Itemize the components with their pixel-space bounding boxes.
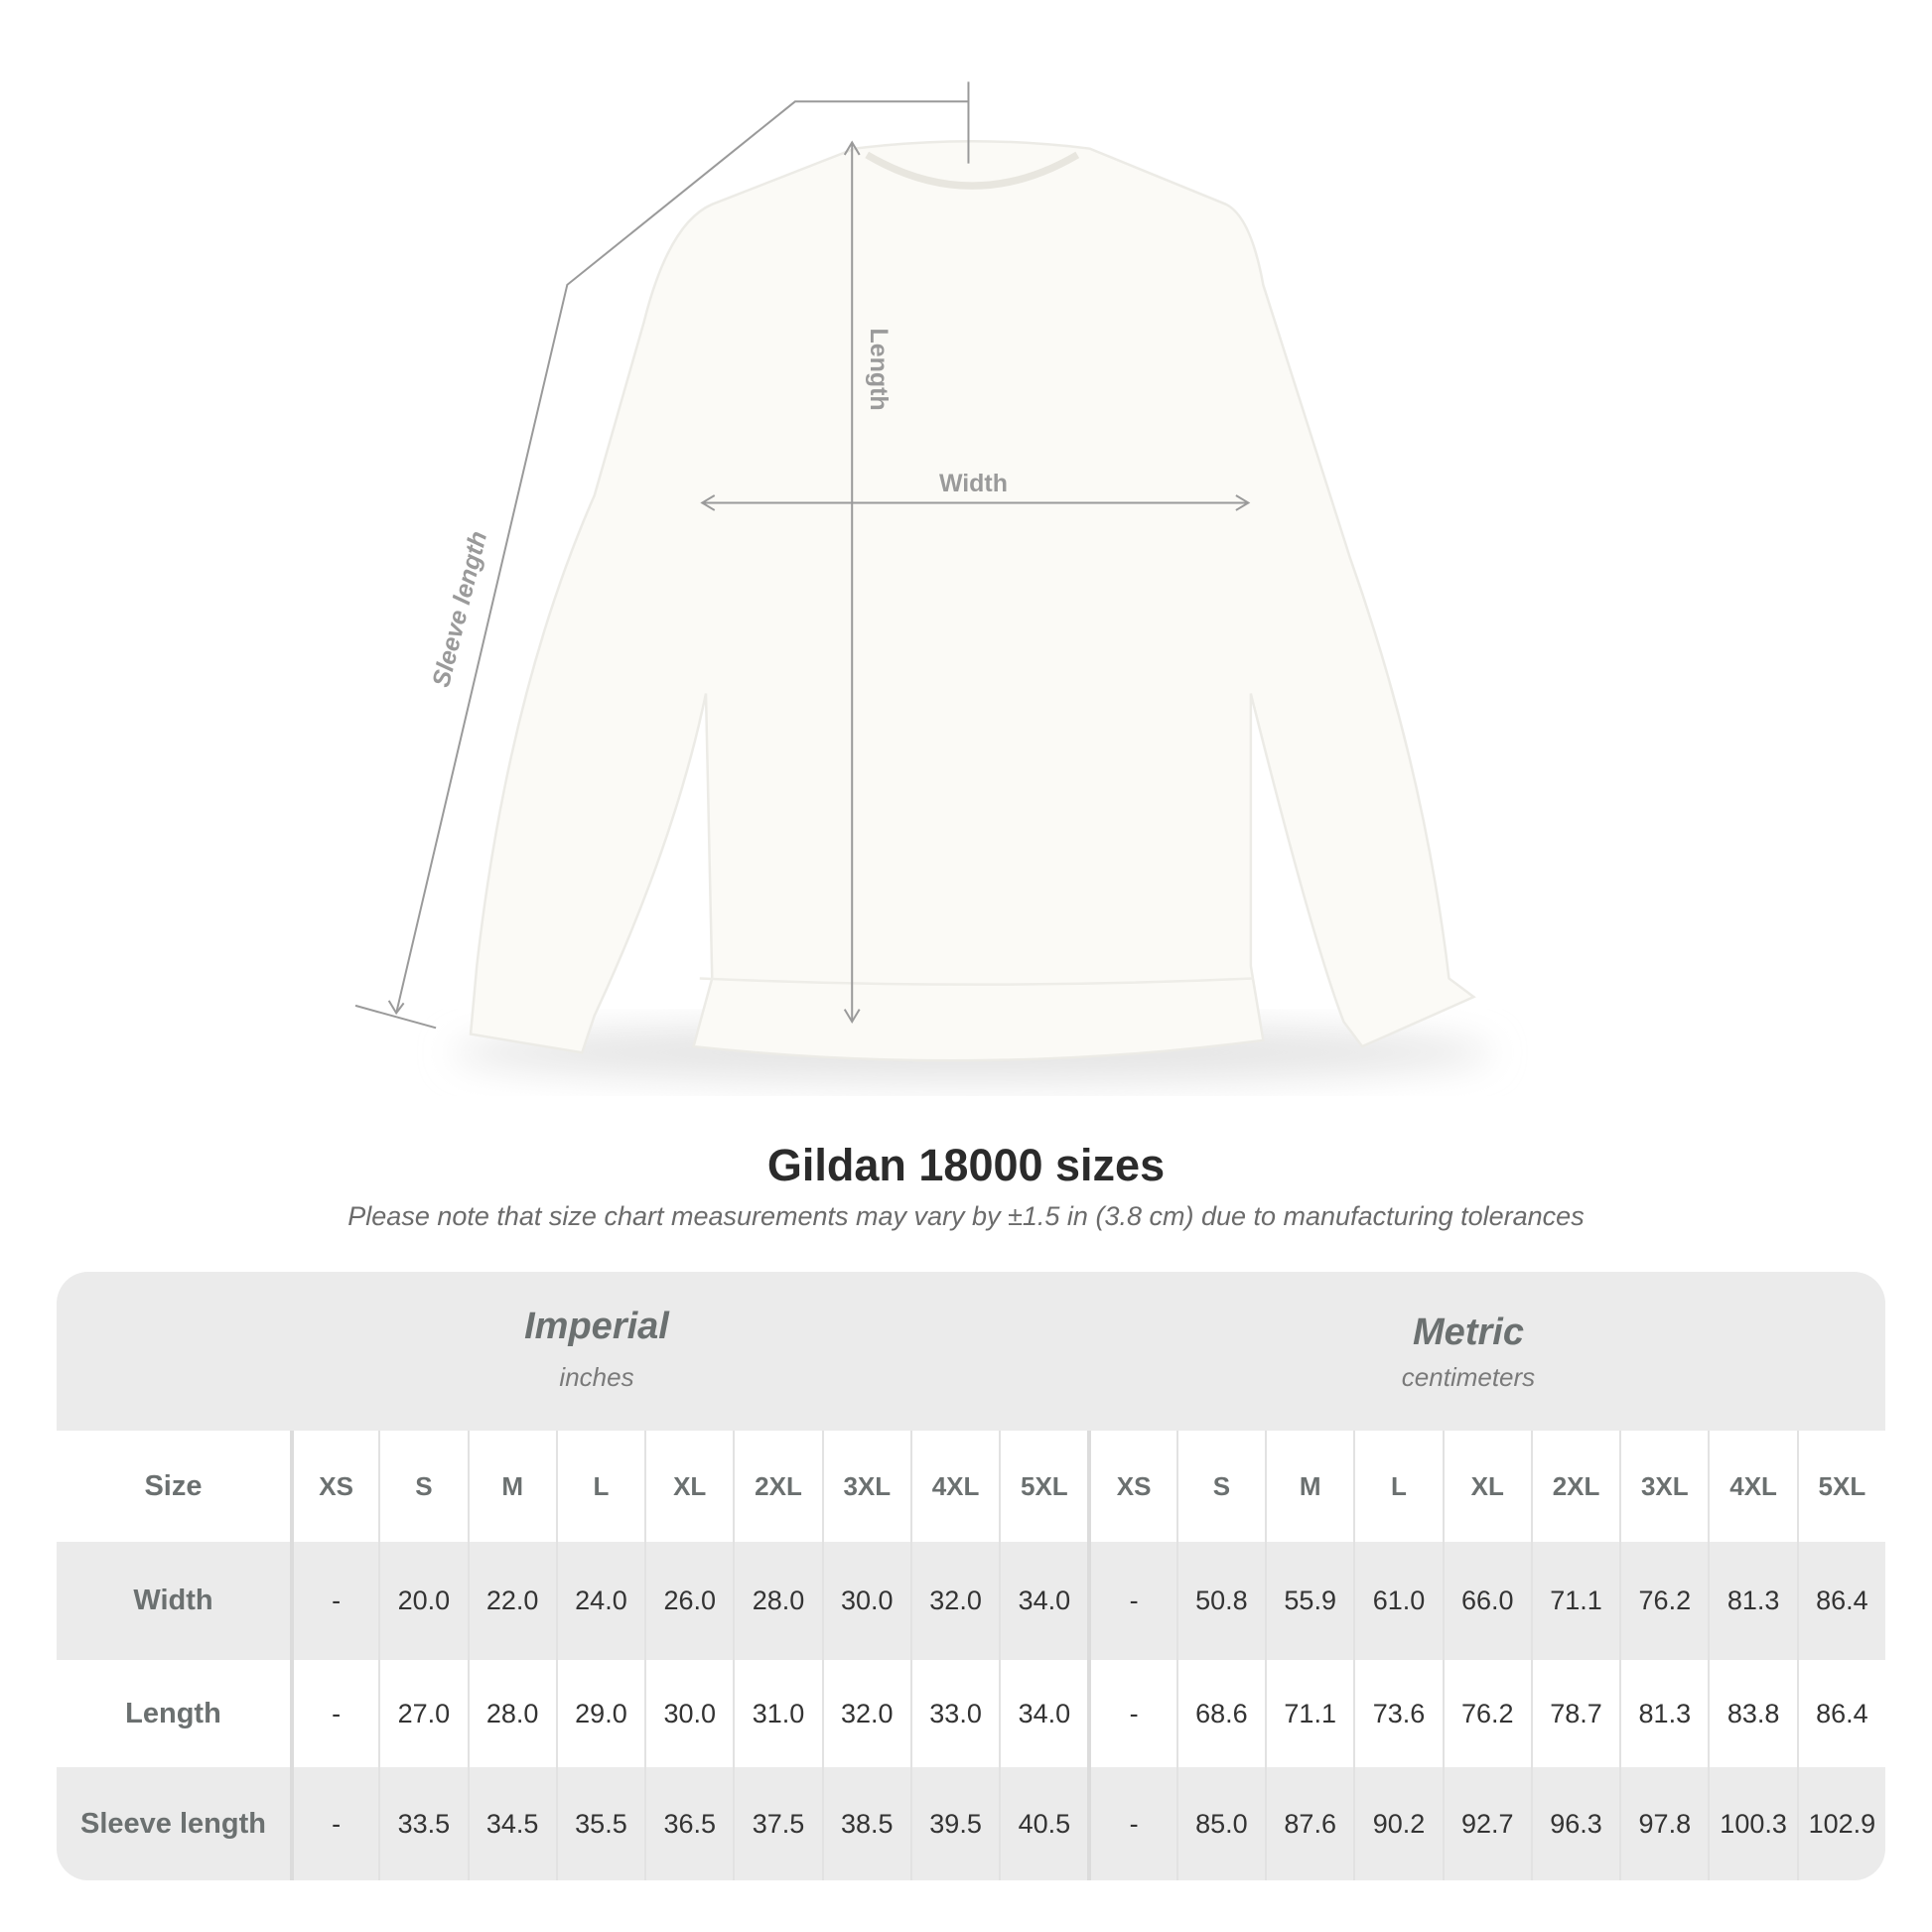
size-header-cell: S [1175,1431,1265,1542]
size-header-cell: 5XL [1796,1431,1885,1542]
imperial-value-cell: 33.0 [909,1660,999,1767]
imperial-value-cell: 30.0 [644,1660,733,1767]
row-label: Width [133,1585,213,1616]
imperial-value-cell: 32.0 [909,1542,999,1660]
size-header-cell: S [378,1431,467,1542]
sweatshirt-image [469,139,1476,1062]
imperial-value-cell: 38.5 [821,1767,910,1880]
length-label: Length [865,329,893,411]
sleeve-length-label: Sleeve length [427,528,492,690]
size-header-cell: 3XL [1619,1431,1708,1542]
imperial-value-cell: 30.0 [821,1542,910,1660]
metric-value-cell: - [1087,1542,1175,1660]
imperial-value-cell: 34.0 [999,1542,1087,1660]
imperial-value-cell: 28.0 [467,1660,556,1767]
metric-value-cell: - [1087,1767,1175,1880]
metric-value-cell: 86.4 [1796,1542,1885,1660]
metric-value-cell: 68.6 [1175,1660,1265,1767]
imperial-value-cell: 40.5 [999,1767,1087,1880]
size-header-cell: XL [1442,1431,1531,1542]
imperial-value-cell: 34.0 [999,1660,1087,1767]
metric-value-cell: 61.0 [1353,1542,1442,1660]
size-header-cell: M [1265,1431,1353,1542]
imperial-value-cell: 24.0 [555,1542,644,1660]
imperial-value-cell: - [289,1767,378,1880]
row-label: Sleeve length [79,1807,266,1840]
table-row: Length -27.0 28.0 29.0 30.0 31.0 32.0 33.0 34.0-… [57,1660,1885,1767]
size-header-cell: 5XL [999,1431,1087,1542]
imperial-value-cell: 20.0 [378,1542,467,1660]
metric-value-cell: 87.6 [1265,1767,1353,1880]
metric-title: Metric [1413,1311,1524,1353]
metric-value-cell: 76.2 [1619,1542,1708,1660]
imperial-value-cell: 29.0 [555,1660,644,1767]
imperial-value-cell: 32.0 [821,1660,910,1767]
width-label: Width [939,470,1008,497]
imperial-unit: inches [559,1362,634,1392]
metric-value-cell: 102.9 [1796,1767,1885,1880]
imperial-value-cell: 26.0 [644,1542,733,1660]
metric-value-cell: 97.8 [1619,1767,1708,1880]
imperial-value-cell: 31.0 [733,1660,821,1767]
metric-value-cell: 66.0 [1442,1542,1531,1660]
metric-value-cell: 55.9 [1265,1542,1353,1660]
size-table: Imperial inches Metric centimeters Size X… [57,1272,1885,1880]
tolerance-note: Please note that size chart measurements… [347,1201,1585,1231]
size-header-cell: XS [1087,1431,1175,1542]
imperial-title: Imperial [524,1306,669,1347]
size-header-cell: XS [289,1431,378,1542]
collar [865,151,1080,190]
imperial-header: Imperial inches [348,1306,845,1393]
waistband [699,977,1254,986]
size-header-cell: 4XL [909,1431,999,1542]
size-header-cell: M [467,1431,556,1542]
size-header-cell: 4XL [1708,1431,1796,1542]
imperial-value-cell: 28.0 [733,1542,821,1660]
imperial-value-cell: 33.5 [378,1767,467,1880]
metric-value-cell: 92.7 [1442,1767,1531,1880]
imperial-value-cell: 39.5 [909,1767,999,1880]
metric-value-cell: 76.2 [1442,1660,1531,1767]
row-label: Size [144,1469,203,1502]
metric-value-cell: 81.3 [1619,1660,1708,1767]
metric-value-cell: 85.0 [1175,1767,1265,1880]
metric-value-cell: 78.7 [1530,1660,1619,1767]
imperial-value-cell: 22.0 [467,1542,556,1660]
metric-header: Metric centimeters [1220,1311,1717,1393]
size-header-cell: 3XL [821,1431,910,1542]
metric-unit: centimeters [1401,1362,1536,1392]
size-header-cell: L [1353,1431,1442,1542]
size-header-cell: 2XL [733,1431,821,1542]
imperial-value-cell: 35.5 [555,1767,644,1880]
metric-value-cell: 71.1 [1265,1660,1353,1767]
metric-value-cell: 50.8 [1175,1542,1265,1660]
size-header-cell: XL [644,1431,733,1542]
metric-value-cell: 81.3 [1708,1542,1796,1660]
imperial-value-cell: - [289,1542,378,1660]
size-header-row: Size XS S M L XL 2XL 3XL 4XL 5XL XS S M L XL 2XL 3XL 4XL 5… [57,1431,1885,1542]
size-header-cell: L [555,1431,644,1542]
imperial-value-cell: 34.5 [467,1767,556,1880]
metric-value-cell: 83.8 [1708,1660,1796,1767]
metric-value-cell: 90.2 [1353,1767,1442,1880]
size-header-cell: 2XL [1530,1431,1619,1542]
unit-header: Imperial inches Metric centimeters [57,1272,1885,1431]
imperial-value-cell: 36.5 [644,1767,733,1880]
imperial-value-cell: 27.0 [378,1660,467,1767]
measurement-lines [354,81,1251,1030]
row-label: Length [125,1697,221,1729]
imperial-value-cell: - [289,1660,378,1767]
table-row: Width -20.0 22.0 24.0 26.0 28.0 30.0 32.0 34.0-5… [57,1542,1885,1660]
metric-value-cell: 73.6 [1353,1660,1442,1767]
metric-value-cell: 71.1 [1530,1542,1619,1660]
imperial-value-cell: 37.5 [733,1767,821,1880]
page-title: Gildan 18000 sizes [766,1140,1166,1190]
metric-value-cell: 100.3 [1708,1767,1796,1880]
sweatshirt-diagram: Length Width Sleeve length [354,81,1493,1084]
metric-value-cell: 86.4 [1796,1660,1885,1767]
table-row: Sleeve length -33.5 34.5 35.5 36.5 37.5 38.5 39… [57,1767,1885,1880]
metric-value-cell: - [1087,1660,1175,1767]
metric-value-cell: 96.3 [1530,1767,1619,1880]
